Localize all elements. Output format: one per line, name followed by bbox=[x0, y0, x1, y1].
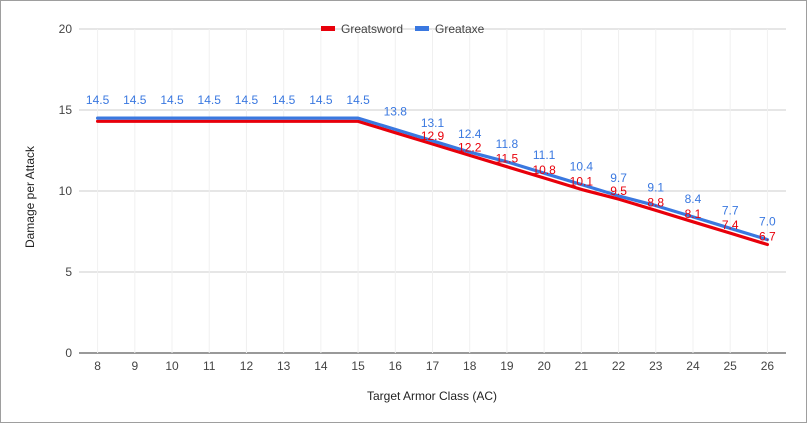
x-tick-label: 11 bbox=[203, 359, 216, 373]
data-label-greataxe: 12.4 bbox=[458, 127, 482, 141]
data-label-greataxe: 11.1 bbox=[533, 148, 556, 162]
legend[interactable]: Greatsword Greataxe bbox=[321, 22, 485, 36]
x-tick-label: 17 bbox=[426, 359, 440, 373]
data-label-greatsword: 11.5 bbox=[496, 152, 519, 166]
y-tick-label: 15 bbox=[59, 103, 73, 117]
y-tick-labels: 0 5 10 15 20 bbox=[59, 22, 73, 360]
data-label-greataxe: 8.4 bbox=[685, 192, 702, 206]
data-label-greatsword: 12.9 bbox=[421, 129, 445, 143]
series-lines bbox=[95, 116, 770, 247]
legend-label: Greataxe bbox=[435, 22, 485, 36]
data-label-greataxe: 9.7 bbox=[610, 171, 627, 185]
data-label-greatsword: 10.1 bbox=[570, 174, 594, 188]
data-label-greatsword: 9.5 bbox=[610, 184, 627, 198]
y-tick-label: 10 bbox=[59, 184, 73, 198]
series-line-greatsword[interactable] bbox=[95, 119, 770, 247]
legend-label: Greatsword bbox=[341, 22, 403, 36]
x-tick-label: 26 bbox=[761, 359, 775, 373]
x-tick-label: 13 bbox=[277, 359, 291, 373]
x-tick-label: 14 bbox=[314, 359, 328, 373]
x-tick-label: 24 bbox=[686, 359, 700, 373]
legend-item-greataxe[interactable]: Greataxe bbox=[415, 22, 485, 36]
y-tick-label: 20 bbox=[59, 22, 73, 36]
data-label-greataxe: 13.1 bbox=[421, 116, 445, 130]
legend-swatch bbox=[415, 26, 429, 31]
data-label-greatsword: 10.8 bbox=[532, 163, 556, 177]
x-tick-label: 21 bbox=[575, 359, 589, 373]
data-label-greataxe: 14.5 bbox=[198, 93, 222, 107]
data-label-greataxe: 14.5 bbox=[86, 93, 110, 107]
x-tick-label: 15 bbox=[351, 359, 365, 373]
data-label-greataxe: 7.7 bbox=[722, 203, 739, 217]
data-label-greataxe: 14.5 bbox=[346, 93, 370, 107]
y-tick-label: 0 bbox=[65, 346, 72, 360]
x-axis-title: Target Armor Class (AC) bbox=[367, 389, 497, 403]
x-tick-label: 19 bbox=[500, 359, 514, 373]
gridlines bbox=[79, 28, 786, 354]
data-label-greataxe: 7.0 bbox=[759, 215, 776, 229]
data-label-greatsword: 8.1 bbox=[685, 207, 702, 221]
data-label-greataxe: 14.5 bbox=[272, 93, 296, 107]
x-tick-label: 25 bbox=[724, 359, 738, 373]
x-tick-label: 12 bbox=[240, 359, 254, 373]
data-label-greataxe: 14.5 bbox=[235, 93, 259, 107]
data-label-greatsword: 8.8 bbox=[647, 195, 664, 209]
data-labels: 12.9 12.2 11.5 10.8 10.1 9.5 8.8 8.1 7.4 6.7 14.5 1… bbox=[86, 93, 776, 243]
data-label-greatsword: 12.2 bbox=[458, 140, 482, 154]
data-label-greataxe: 14.5 bbox=[160, 93, 184, 107]
data-label-greataxe: 10.4 bbox=[570, 160, 594, 174]
x-tick-label: 20 bbox=[537, 359, 551, 373]
data-label-greataxe: 13.8 bbox=[384, 104, 408, 118]
x-tick-label: 16 bbox=[389, 359, 403, 373]
legend-swatch bbox=[321, 26, 335, 31]
x-tick-label: 9 bbox=[131, 359, 138, 373]
data-label-greatsword: 6.7 bbox=[759, 229, 776, 243]
x-tick-label: 18 bbox=[463, 359, 477, 373]
x-tick-labels: 8 9 10 11 12 13 14 15 16 17 18 19 20 21 22 23 24 25 26 bbox=[94, 359, 774, 373]
x-tick-label: 8 bbox=[94, 359, 101, 373]
y-axis-title: Damage per Attack bbox=[23, 145, 37, 248]
x-tick-label: 10 bbox=[165, 359, 179, 373]
x-tick-label: 22 bbox=[612, 359, 626, 373]
x-tick-label: 23 bbox=[649, 359, 663, 373]
data-label-greatsword: 7.4 bbox=[722, 218, 739, 232]
y-tick-label: 5 bbox=[65, 265, 72, 279]
data-label-greataxe: 11.8 bbox=[496, 137, 519, 151]
series-line-greataxe[interactable] bbox=[95, 116, 770, 242]
data-label-greataxe: 14.5 bbox=[309, 93, 333, 107]
data-label-greataxe: 14.5 bbox=[123, 93, 147, 107]
data-label-greataxe: 9.1 bbox=[647, 181, 664, 195]
legend-item-greatsword[interactable]: Greatsword bbox=[321, 22, 403, 36]
